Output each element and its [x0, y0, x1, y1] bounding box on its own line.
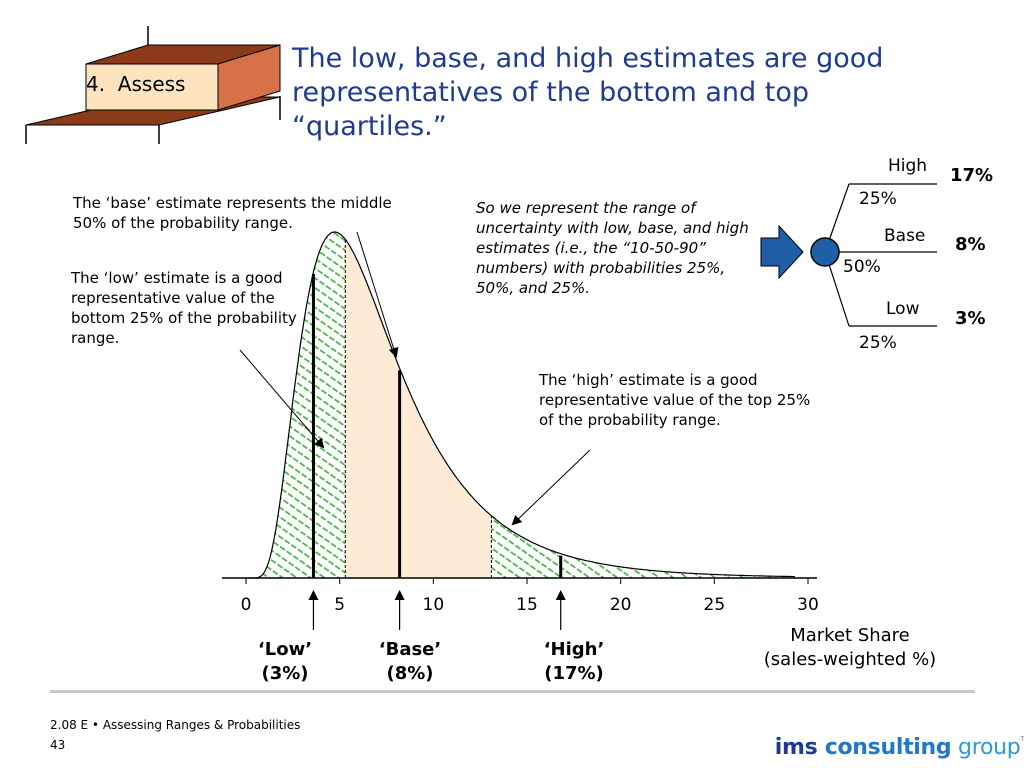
footer-divider: [50, 690, 975, 693]
high-quartile-area: [491, 515, 797, 578]
base-note: The ‘base’ estimate represents the middl…: [73, 194, 392, 232]
tree-base-prob: 50%: [843, 257, 881, 277]
tree-high-label: High: [888, 156, 928, 176]
base-marker-label: ‘Base’ (8%): [365, 638, 455, 686]
x-tick-label-5: 5: [334, 595, 346, 615]
tree-note: So we represent the range of uncertainty…: [476, 199, 749, 297]
tree-low-value: 3%: [955, 308, 986, 329]
x-tick-label-30: 30: [797, 595, 819, 615]
tree-low-label: Low: [886, 299, 920, 319]
logo-consulting: consulting: [824, 735, 952, 760]
chance-node-icon: [810, 237, 840, 267]
x-tick-label-10: 10: [422, 595, 445, 615]
low-marker-label: ‘Low’ (3%): [240, 638, 330, 686]
tree-low-prob: 25%: [859, 333, 897, 353]
high-note: The ‘high’ estimate is a good representa…: [539, 371, 811, 429]
footer-page-number: 43: [50, 738, 66, 752]
low-note: The ‘low’ estimate is a good representat…: [71, 269, 297, 347]
company-logo: ims consulting groupTM: [760, 710, 1024, 760]
base-marker-label-name: ‘Base’: [378, 639, 442, 660]
x-tick-label-20: 20: [609, 595, 632, 615]
low-marker-label-value: (3%): [261, 663, 309, 684]
tree-base-value: 8%: [955, 234, 986, 255]
x-tick-label-0: 0: [240, 595, 252, 615]
footer-course-label: 2.08 E • Assessing Ranges & Probabilitie…: [50, 718, 301, 732]
low-note-arrow: [239, 349, 325, 449]
probability-tree: [760, 183, 937, 327]
tree-base-label: Base: [884, 226, 926, 246]
low-marker-label-name: ‘Low’: [257, 639, 313, 660]
page-title: The low, base, and high estimates are go…: [292, 43, 884, 142]
logo-ims: ims: [774, 735, 825, 760]
high-marker-label-value: (17%): [544, 663, 604, 684]
right-arrow-icon: [760, 224, 804, 280]
step-stairs-graphic: [25, 26, 281, 144]
high-note-arrow: [511, 449, 591, 526]
high-marker-label-name: ‘High’: [543, 639, 605, 660]
tree-high-prob: 25%: [859, 189, 897, 209]
high-marker-label: ‘High’ (17%): [529, 638, 619, 686]
low-quartile-area: [247, 232, 346, 578]
x-tick-label-25: 25: [703, 595, 726, 615]
base-marker-label-value: (8%): [386, 663, 434, 684]
x-axis-title-line2: (sales-weighted %): [763, 649, 937, 670]
x-axis-title-line1: Market Share: [790, 625, 910, 646]
logo-tm: TM: [1020, 735, 1024, 743]
density-curve: [247, 231, 795, 579]
step-label: 4. Assess: [86, 72, 186, 96]
middle-half-area: [345, 239, 492, 579]
tree-high-value: 17%: [950, 165, 994, 186]
x-tick-label-15: 15: [516, 595, 538, 615]
logo-group: group: [951, 735, 1021, 760]
base-note-arrow: [356, 231, 399, 358]
x-axis-title: Market Share (sales-weighted %): [740, 624, 960, 672]
